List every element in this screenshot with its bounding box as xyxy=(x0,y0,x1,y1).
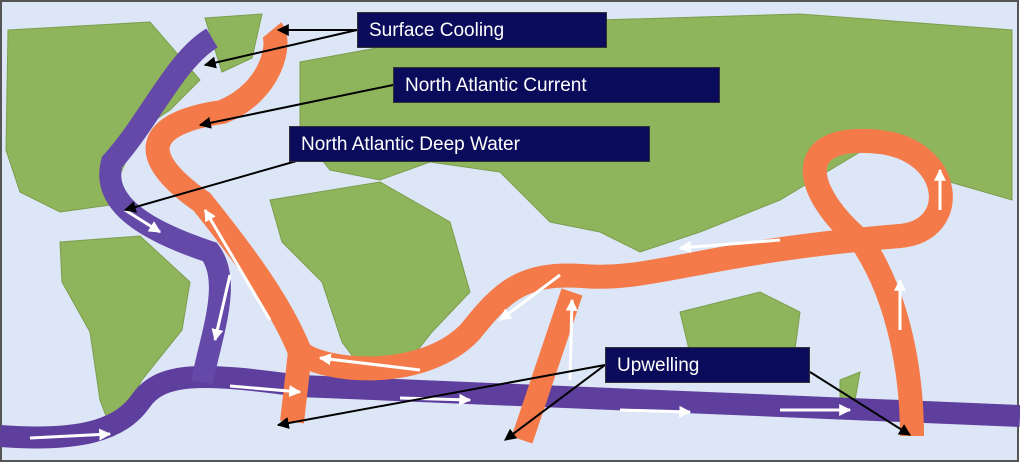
label-deep-water: North Atlantic Deep Water xyxy=(289,126,650,162)
flow-arrows xyxy=(29,168,946,441)
label-upwelling: Upwelling xyxy=(605,347,810,383)
label-surface-cooling: Surface Cooling xyxy=(357,12,607,48)
label-north-atlantic-current: North Atlantic Current xyxy=(393,67,720,103)
callout-arrows xyxy=(123,24,912,441)
